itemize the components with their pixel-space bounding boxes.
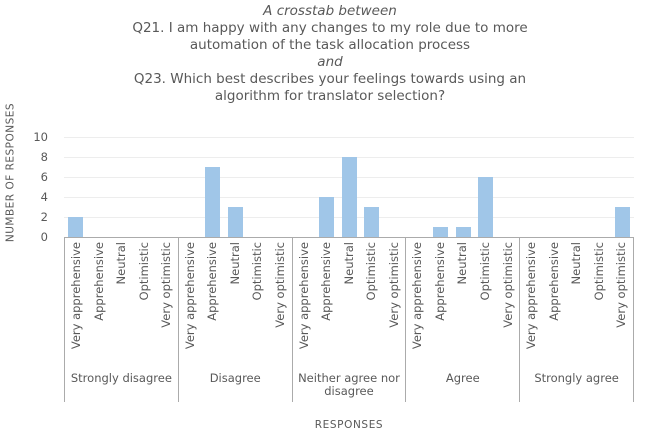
x-tick-slot: Apprehensive [429,242,452,369]
x-tick-slot: Optimistic [360,242,383,369]
category-label-row: Very apprehensive Apprehensive Neutral Opti… [406,238,519,369]
group-label: Neither agree nor disagree [298,371,400,398]
x-tick-slot: Very optimistic [610,242,633,369]
y-tick-label: 10 [33,130,48,144]
x-tick-slot: Apprehensive [315,242,338,369]
x-tick-slot: Very apprehensive [406,242,429,369]
gridline [64,137,634,138]
x-tick-slot: Very optimistic [383,242,406,369]
x-tick-slot: Optimistic [133,242,156,369]
category-label-row: Very apprehensive Apprehensive Neutral Opti… [293,238,406,369]
y-tick-label: 8 [40,150,48,164]
group-column-neither-agree-nor-disagree: Very apprehensive Apprehensive Neutral Opti… [293,238,407,402]
x-tick-label: Very apprehensive [524,242,539,350]
bar-neither-agree-nor-disagree-apprehensive [318,197,334,237]
x-tick-label: Very optimistic [614,242,629,328]
chart-title-line: Q21. I am happy with any changes to my r… [132,20,528,36]
x-tick-label: Very optimistic [159,242,174,328]
x-tick-label: Optimistic [478,242,493,301]
x-tick-slot: Optimistic [474,242,497,369]
x-tick-slot: Neutral [565,242,588,369]
x-tick-slot: Very optimistic [269,242,292,369]
x-tick-slot: Apprehensive [88,242,111,369]
bar-disagree-neutral [227,207,243,237]
x-tick-slot: Very apprehensive [293,242,316,369]
x-axis-label-box: Very apprehensive Apprehensive Neutral Opti… [64,237,634,402]
category-label-row: Very apprehensive Apprehensive Neutral Opti… [179,238,292,369]
bar-strongly-disagree-very-apprehensive [67,217,83,237]
y-axis-tick-labels: 0 2 4 6 8 10 [0,130,48,244]
x-tick-label: Apprehensive [546,242,561,321]
group-column-agree: Very apprehensive Apprehensive Neutral Opti… [406,238,521,402]
x-tick-label: Very optimistic [386,242,401,328]
group-label: Strongly disagree [70,371,172,385]
x-tick-label: Optimistic [591,242,606,301]
x-tick-slot: Apprehensive [201,242,224,369]
chart-title-line: and [317,54,343,70]
x-tick-slot: Neutral [224,242,247,369]
x-tick-slot: Neutral [110,242,133,369]
x-tick-label: Optimistic [136,242,151,301]
bar-neither-agree-nor-disagree-neutral [341,157,357,237]
x-tick-slot: Very apprehensive [65,242,88,369]
x-tick-slot: Very optimistic [497,242,520,369]
x-axis-title: RESPONSES [314,419,384,431]
x-tick-label: Very optimistic [500,242,515,328]
group-label: Strongly agree [534,371,619,385]
x-tick-label: Neutral [114,242,129,285]
bar-agree-apprehensive [432,227,448,237]
x-tick-label: Apprehensive [91,242,106,321]
y-tick-label: 6 [40,170,48,184]
y-tick-label: 0 [40,230,48,244]
x-tick-label: Neutral [455,242,470,285]
x-tick-label: Very apprehensive [410,242,425,350]
chart-title-line: A crosstab between [263,3,397,19]
x-tick-label: Very apprehensive [68,242,83,350]
x-tick-label: Neutral [569,242,584,285]
group-column-strongly-disagree: Very apprehensive Apprehensive Neutral Opti… [65,238,179,402]
chart-title-line: Q23. Which best describes your feelings … [133,71,527,87]
x-tick-slot: Very apprehensive [179,242,202,369]
y-tick-label: 2 [40,210,48,224]
x-tick-label: Apprehensive [432,242,447,321]
bar-agree-neutral [455,227,471,237]
bar-agree-optimistic [478,177,494,237]
y-tick-label: 4 [40,190,48,204]
x-tick-label: Very apprehensive [296,242,311,350]
group-label: Disagree [209,371,261,385]
bar-strongly-agree-very-optimistic [615,207,631,237]
x-tick-label: Optimistic [250,242,265,301]
x-tick-slot: Very optimistic [155,242,178,369]
group-column-strongly-agree: Very apprehensive Apprehensive Neutral Opti… [520,238,634,402]
x-tick-label: Neutral [227,242,242,285]
group-label: Agree [445,371,480,385]
x-tick-label: Apprehensive [319,242,334,321]
x-tick-slot: Very apprehensive [520,242,543,369]
x-tick-slot: Apprehensive [543,242,566,369]
group-column-disagree: Very apprehensive Apprehensive Neutral Opti… [179,238,293,402]
chart-title-line: automation of the task allocation proces… [189,37,471,53]
x-tick-slot: Optimistic [246,242,269,369]
category-label-row: Very apprehensive Apprehensive Neutral Opti… [65,238,178,369]
x-tick-label: Optimistic [364,242,379,301]
chart-title: A crosstab between Q21. I am happy with … [10,3,650,105]
x-tick-slot: Neutral [338,242,361,369]
bar-neither-agree-nor-disagree-optimistic [364,207,380,237]
x-tick-label: Very optimistic [273,242,287,328]
x-tick-slot: Neutral [452,242,475,369]
bar-disagree-apprehensive [204,167,220,237]
x-tick-slot: Optimistic [588,242,611,369]
x-tick-label: Apprehensive [205,242,220,321]
x-tick-label: Very apprehensive [182,242,197,350]
x-tick-label: Neutral [341,242,356,285]
plot-area [64,137,634,237]
chart-title-line: algorithm for translator selection? [214,88,446,104]
category-label-row: Very apprehensive Apprehensive Neutral Opti… [520,238,633,369]
